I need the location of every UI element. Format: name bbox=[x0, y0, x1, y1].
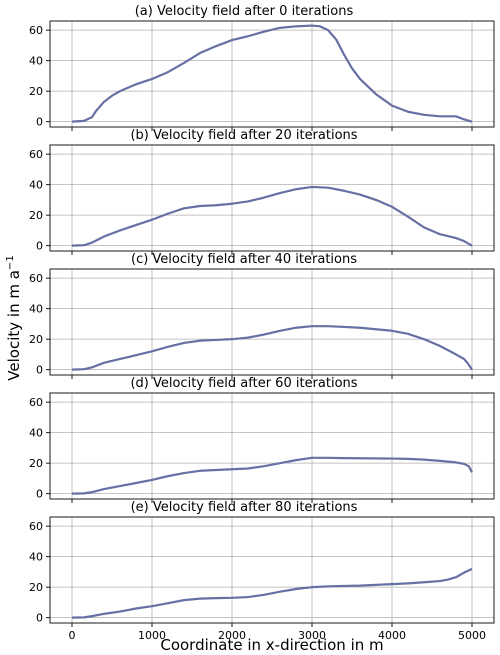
axes-frame bbox=[49, 20, 495, 128]
axes-frame bbox=[49, 516, 495, 624]
y-tick-label: 40 bbox=[29, 179, 43, 192]
y-tick-label: 40 bbox=[29, 427, 43, 440]
y-tick-label: 0 bbox=[36, 364, 43, 377]
panel-title: (d) Velocity field after 60 iterations bbox=[130, 376, 357, 391]
panel-title: (a) Velocity field after 0 iterations bbox=[135, 4, 354, 19]
y-tick-label: 40 bbox=[29, 303, 43, 316]
y-tick-label: 20 bbox=[29, 85, 43, 98]
panel-1: 0 20 40 60 (a) Velocity field after 0 iterat… bbox=[29, 4, 495, 131]
y-tick-label: 0 bbox=[36, 488, 43, 501]
y-tick-label: 0 bbox=[36, 116, 43, 129]
panel-5: 0 20 40 60 0 1000 2000 3000 4000 5000 (e) Velocity… bbox=[29, 500, 495, 642]
y-tick-label: 20 bbox=[29, 209, 43, 222]
y-tick-label: 60 bbox=[29, 272, 43, 285]
x-tick-label: 2000 bbox=[218, 629, 246, 642]
axes-frame bbox=[49, 392, 495, 500]
y-tick-label: 40 bbox=[29, 551, 43, 564]
series-line bbox=[71, 24, 473, 123]
y-tick-label: 0 bbox=[36, 612, 43, 625]
y-tick-label: 60 bbox=[29, 396, 43, 409]
y-tick-label: 20 bbox=[29, 333, 43, 346]
panel-title: (c) Velocity field after 40 iterations bbox=[131, 252, 357, 267]
y-tick-label: 60 bbox=[29, 520, 43, 533]
x-tick-label: 1000 bbox=[138, 629, 166, 642]
subplot-panels: 0 20 40 60 (a) Velocity field after 0 iterat… bbox=[29, 4, 495, 642]
x-tick-label: 5000 bbox=[458, 629, 486, 642]
y-tick-label: 20 bbox=[29, 581, 43, 594]
panel-title: (b) Velocity field after 20 iterations bbox=[130, 128, 357, 143]
panel-3: 0 20 40 60 (c) Velocity field after 40 itera… bbox=[29, 252, 495, 379]
y-tick-label: 40 bbox=[29, 55, 43, 68]
axes-frame bbox=[49, 144, 495, 252]
series-line bbox=[71, 567, 473, 619]
y-tick-label: 20 bbox=[29, 457, 43, 470]
y-tick-label: 0 bbox=[36, 240, 43, 253]
y-tick-label: 60 bbox=[29, 148, 43, 161]
x-tick-label: 0 bbox=[69, 629, 76, 642]
panel-4: 0 20 40 60 (d) Velocity field after 60 itera… bbox=[29, 376, 495, 503]
panel-2: 0 20 40 60 (b) Velocity field after 20 itera… bbox=[29, 128, 495, 255]
x-tick-label: 4000 bbox=[378, 629, 406, 642]
x-tick-label: 3000 bbox=[298, 629, 326, 642]
series-line bbox=[71, 325, 473, 371]
y-tick-label: 60 bbox=[29, 24, 43, 37]
y-axis-label: Velocity in m a−1 bbox=[5, 255, 23, 380]
series-line bbox=[71, 185, 473, 247]
panel-title: (e) Velocity field after 80 iterations bbox=[131, 500, 358, 515]
series-line bbox=[71, 456, 473, 495]
axes-frame bbox=[49, 268, 495, 376]
x-axis-label: Coordinate in x-direction in m bbox=[160, 636, 383, 654]
